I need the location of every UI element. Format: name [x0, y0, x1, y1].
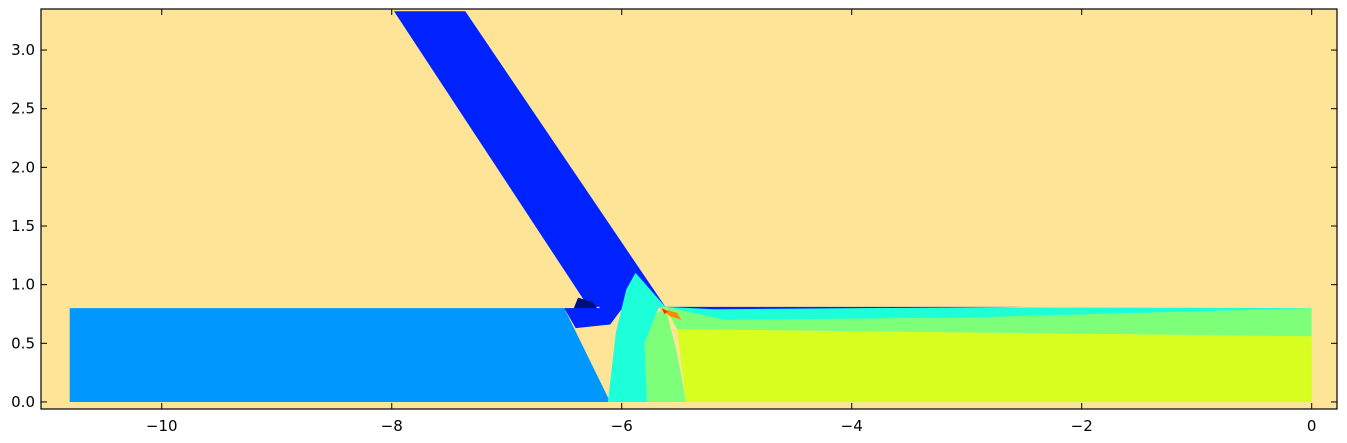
region-cyan-wedge: [607, 272, 666, 402]
region-peak: [662, 308, 668, 314]
x-tick-label: −10: [146, 417, 178, 435]
x-tick-label: 0: [1307, 417, 1317, 435]
region-horizontal-channel-left: [69, 308, 611, 402]
axes-frame: [40, 8, 1338, 410]
region-horizontal-channel-right: [676, 329, 1312, 402]
x-tick-label: −2: [1071, 417, 1093, 435]
region-inclined-channel: [394, 11, 666, 307]
axis-ticks: −10 −8 −6 −4 −2 0 0.0 0.5 1.0 1.5 2.0 2.5 3.0: [11, 9, 1337, 435]
region-green-wedge: [644, 306, 687, 402]
y-tick-label: 1.5: [11, 217, 35, 235]
x-tick-label: −6: [611, 417, 633, 435]
region-wall-blue-film: [665, 306, 1025, 310]
y-tick-label: 3.0: [11, 41, 35, 59]
y-tick-label: 0.5: [11, 334, 35, 352]
x-tick-label: −4: [841, 417, 863, 435]
contour-regions: [41, 9, 1337, 409]
y-tick-label: 1.0: [11, 276, 35, 294]
region-junction-low-zone: [564, 285, 639, 329]
y-tick-label: 2.0: [11, 158, 35, 176]
y-tick-label: 2.5: [11, 100, 35, 118]
y-tick-label: 0.0: [11, 393, 35, 411]
x-tick-label: −8: [381, 417, 403, 435]
region-cyan-boundary-layer: [665, 306, 1312, 320]
